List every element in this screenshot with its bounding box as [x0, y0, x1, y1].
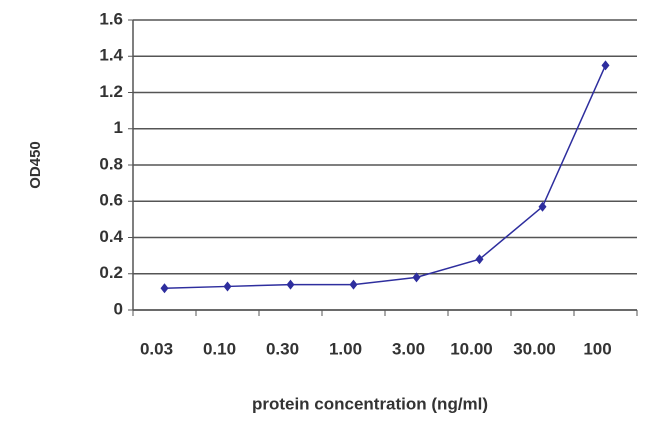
y-tick-label: 0.2	[99, 263, 123, 282]
data-point	[160, 283, 169, 294]
data-line	[164, 65, 607, 289]
x-tick-label: 0.03	[140, 339, 173, 358]
data-point	[601, 60, 610, 71]
y-axis-title: OD450	[27, 141, 44, 189]
x-tick-label: 1.00	[329, 339, 362, 358]
y-tick-label: 0.8	[99, 154, 123, 173]
y-tick-label: 1	[114, 118, 123, 137]
y-tick-label: 1.4	[99, 46, 123, 65]
data-point	[223, 281, 232, 292]
data-point	[286, 279, 295, 290]
data-point	[538, 201, 547, 212]
y-tick-label: 0.4	[99, 227, 123, 246]
data-point	[475, 254, 484, 265]
y-tick-label: 0.6	[99, 191, 123, 210]
y-tick-label: 1.2	[99, 82, 123, 101]
x-tick-label: 3.00	[392, 339, 425, 358]
x-tick-label: 10.00	[450, 339, 493, 358]
x-axis-title: protein concentration (ng/ml)	[252, 394, 488, 413]
x-tick-label: 0.10	[203, 339, 236, 358]
y-tick-label: 1.6	[99, 9, 123, 28]
x-tick-label: 0.30	[266, 339, 299, 358]
x-tick-label: 30.00	[513, 339, 556, 358]
data-point	[349, 279, 358, 290]
y-tick-label: 0	[114, 299, 123, 318]
x-tick-label: 100	[583, 339, 611, 358]
data-point	[412, 272, 421, 283]
